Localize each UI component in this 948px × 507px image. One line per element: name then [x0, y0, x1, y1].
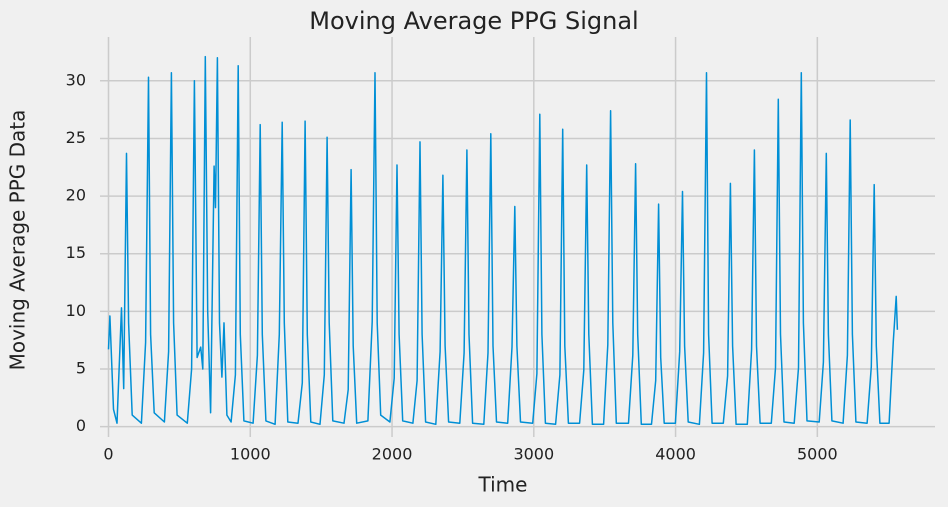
y-axis-label: Moving Average PPG Data: [6, 110, 30, 371]
y-tick-label: 20: [66, 186, 86, 205]
chart-title: Moving Average PPG Signal: [309, 7, 638, 35]
y-tick-label: 5: [76, 358, 86, 377]
x-tick-label: 5000: [797, 445, 838, 464]
x-tick-label: 4000: [655, 445, 696, 464]
line-series: [107, 55, 899, 426]
x-axis-label: Time: [478, 473, 528, 497]
y-tick-label: 15: [66, 243, 86, 262]
x-tick-label: 3000: [513, 445, 554, 464]
y-tick-label: 25: [66, 128, 86, 147]
y-tick-label: 0: [76, 416, 86, 435]
x-tick-label: 0: [103, 445, 113, 464]
y-tick-label: 10: [66, 301, 86, 320]
x-tick-label: 1000: [230, 445, 271, 464]
y-tick-label: 30: [66, 70, 86, 89]
x-tick-label: 2000: [372, 445, 413, 464]
